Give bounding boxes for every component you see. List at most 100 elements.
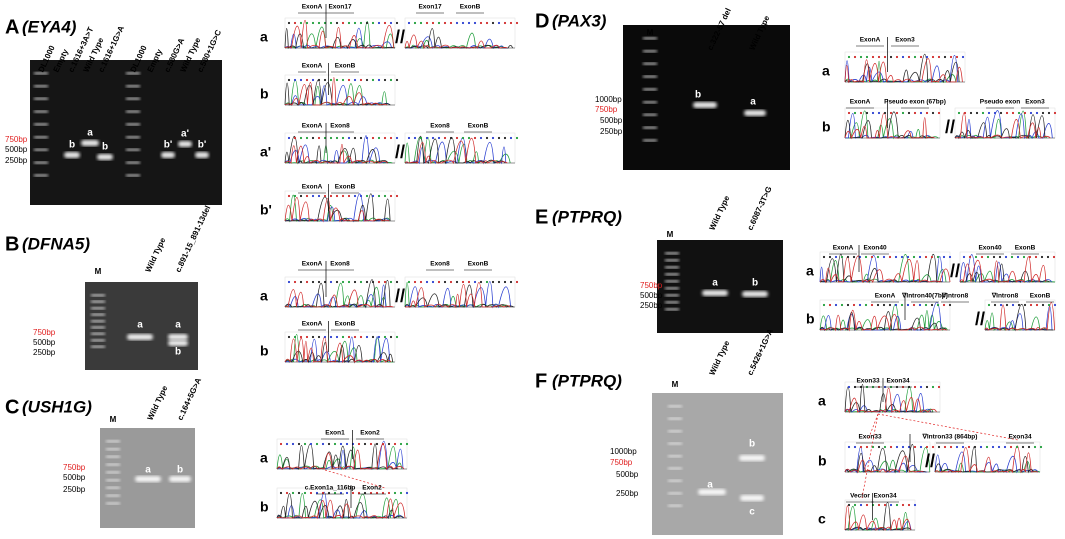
base-call: [297, 491, 301, 495]
lane-label: M: [672, 380, 679, 389]
base-call: [942, 255, 946, 259]
base-call: [311, 136, 315, 140]
base-call: [955, 445, 959, 449]
base-call: [335, 280, 339, 284]
base-call: [919, 445, 923, 449]
base-call: [425, 136, 429, 140]
base-call: [311, 335, 315, 339]
ladder-band: [34, 135, 48, 139]
base-call: [323, 335, 327, 339]
base-call: [931, 55, 935, 59]
base-call: [931, 445, 935, 449]
ladder-band: [668, 492, 682, 495]
base-call: [455, 136, 459, 140]
ladder-label: 750bp: [595, 105, 618, 114]
base-call: [467, 21, 471, 25]
base-call: [377, 21, 381, 25]
row-label: a: [822, 63, 830, 79]
ladder-band: [665, 259, 679, 262]
base-call: [961, 55, 965, 59]
lane-label: M: [647, 28, 654, 37]
band-label: b: [177, 465, 183, 476]
ladder-label: 500bp: [616, 470, 639, 479]
base-call: [353, 194, 357, 198]
ladder-band: [126, 161, 140, 164]
base-call: [509, 21, 513, 25]
base-call: [377, 194, 381, 198]
base-call: [485, 21, 489, 25]
base-call: [311, 78, 315, 82]
base-call: [333, 442, 337, 446]
base-call: [509, 136, 513, 140]
base-call: [305, 136, 309, 140]
ladder-band: [34, 161, 48, 164]
exon-label: ∇Intron40(7bp): [901, 292, 948, 300]
base-call: [467, 280, 471, 284]
ladder-band: [106, 486, 120, 490]
base-call: [353, 280, 357, 284]
dna-band: [740, 495, 764, 501]
base-call: [425, 21, 429, 25]
base-call: [299, 280, 303, 284]
exon-label: Exon3: [1025, 99, 1045, 106]
base-call: [999, 303, 1003, 307]
row-label: c: [818, 511, 826, 527]
gel: [623, 25, 790, 170]
base-call: [395, 335, 399, 339]
base-call: [287, 280, 291, 284]
exon-label: Vector: [850, 493, 870, 500]
dna-band: [135, 476, 161, 482]
base-call: [335, 21, 339, 25]
base-call: [491, 136, 495, 140]
ladder-label: 750bp: [640, 281, 663, 290]
base-call: [383, 21, 387, 25]
exon-label: ∇Intron33 (864bp): [922, 433, 978, 441]
base-call: [291, 491, 295, 495]
base-call: [918, 255, 922, 259]
base-call: [353, 136, 357, 140]
base-call: [852, 303, 856, 307]
base-call: [383, 335, 387, 339]
base-call: [889, 55, 893, 59]
base-call: [461, 21, 465, 25]
gene-name: (PTPRQ): [552, 207, 622, 226]
exon-label: Exon8: [430, 123, 450, 130]
ladder-band: [34, 110, 48, 113]
ladder-band: [126, 174, 140, 177]
base-call: [305, 78, 309, 82]
base-call: [299, 78, 303, 82]
base-call: [363, 442, 367, 446]
base-call: [876, 255, 880, 259]
base-call: [443, 136, 447, 140]
base-call: [1029, 111, 1033, 115]
base-call: [906, 255, 910, 259]
base-call: [974, 255, 978, 259]
base-call: [901, 503, 905, 507]
ladder-band: [126, 97, 140, 101]
ladder-label: 1000bp: [595, 95, 622, 104]
dna-band: [97, 154, 113, 160]
ladder-band: [34, 84, 48, 88]
break-mark: //: [395, 27, 405, 47]
base-call: [359, 194, 363, 198]
dna-band: [169, 476, 191, 482]
gene-name: (USH1G): [22, 397, 92, 416]
gene-name: (EYA4): [22, 17, 77, 36]
lane-label: M: [95, 267, 102, 276]
base-call: [297, 442, 301, 446]
base-call: [1016, 255, 1020, 259]
base-call: [1029, 303, 1033, 307]
band-label: a: [137, 320, 143, 331]
base-call: [363, 491, 367, 495]
base-call: [437, 280, 441, 284]
exon-label: ExonA: [875, 293, 896, 300]
base-call: [287, 194, 291, 198]
base-call: [943, 445, 947, 449]
ladder-band: [668, 429, 682, 433]
base-call: [293, 21, 297, 25]
ladder-band: [643, 126, 657, 129]
exon-label: Exon34: [1008, 434, 1032, 441]
chromatogram-trace: [984, 302, 1055, 331]
chromatogram-trace: [284, 197, 390, 223]
base-call: [924, 255, 928, 259]
